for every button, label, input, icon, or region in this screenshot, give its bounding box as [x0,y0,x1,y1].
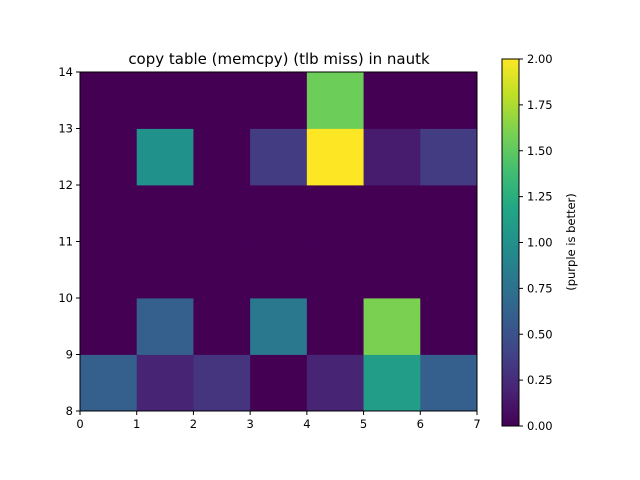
y-axis: 8 9 10 11 12 13 14 [58,65,80,418]
x-tick-label: 4 [303,417,310,431]
heatmap-cell [306,298,364,355]
heatmap-cell [250,241,308,299]
heatmap-cell [193,128,251,186]
colorbar-tick-label: 1.25 [527,190,553,204]
heatmap-cell [420,185,478,242]
x-tick-label: 6 [417,417,424,431]
heatmap-cell [193,72,251,129]
colorbar-tick-label: 0.75 [527,281,553,295]
y-tick-label: 12 [58,178,73,192]
colorbar-tick-label: 1.50 [527,144,553,158]
heatmap-cell [250,354,308,412]
heatmap-cell [420,128,478,186]
heatmap-cell [306,185,364,242]
heatmap-cell [250,298,308,355]
colorbar-tick-label: 2.00 [527,52,553,66]
heatmap-cell [306,354,364,412]
heatmap-cell [250,128,308,186]
heatmap-cells [80,72,478,412]
heatmap-cell [80,185,138,242]
heatmap-cell [363,128,421,186]
heatmap-cell [306,72,364,129]
heatmap-cell [363,354,421,412]
heatmap-cell [80,241,138,299]
heatmap-cell [306,241,364,299]
y-tick-label: 10 [58,291,73,305]
colorbar-tick-label: 1.00 [527,236,553,250]
colorbar-tick-label: 1.75 [527,98,553,112]
heatmap-cell [363,298,421,355]
heatmap-cell [136,72,194,129]
heatmap-cell [363,72,421,129]
x-tick-label: 2 [190,417,197,431]
colorbar-ticks: 0.00 0.25 0.50 0.75 1.00 1.25 1.50 1.75 2.00 [519,52,553,433]
x-tick-label: 7 [473,417,480,431]
heatmap-cell [420,354,478,412]
heatmap-cell [80,354,138,412]
y-tick-label: 9 [66,348,73,362]
heatmap-cell [136,354,194,412]
heatmap-cell [306,128,364,186]
heatmap-cell [193,354,251,412]
colorbar-tick-label: 0.00 [527,419,553,433]
x-tick-label: 3 [246,417,253,431]
heatmap-cell [136,241,194,299]
heatmap-cell [193,185,251,242]
x-tick-label: 1 [133,417,140,431]
y-tick-label: 11 [58,235,73,249]
y-tick-label: 8 [66,404,73,418]
heatmap-cell [193,241,251,299]
colorbar-tick-label: 0.50 [527,327,553,341]
x-tick-label: 5 [360,417,367,431]
heatmap-cell [136,185,194,242]
heatmap-cell [250,185,308,242]
x-tick-label: 0 [76,417,83,431]
heatmap-cell [420,241,478,299]
colorbar-tick-label: 0.25 [527,373,553,387]
heatmap-cell [80,72,138,129]
heatmap-cell [80,298,138,355]
heatmap-cell [250,72,308,129]
x-axis: 0 1 2 3 4 5 6 7 [76,411,481,431]
y-tick-label: 13 [58,122,73,136]
heatmap-cell [80,128,138,186]
y-tick-label: 14 [58,65,73,79]
heatmap-cell [193,298,251,355]
colorbar-label: (purple is better) [564,193,578,291]
colorbar-gradient [501,58,520,427]
heatmap-cell [420,72,478,129]
heatmap-cell [363,241,421,299]
heatmap-cell [420,298,478,355]
chart-title: copy table (memcpy) (tlb miss) in nautk [128,50,430,68]
colorbar: 0.00 0.25 0.50 0.75 1.00 1.25 1.50 1.75 2.00 (pu… [501,52,578,433]
heatmap-cell [136,298,194,355]
heatmap-cell [136,128,194,186]
heatmap-cell [363,185,421,242]
